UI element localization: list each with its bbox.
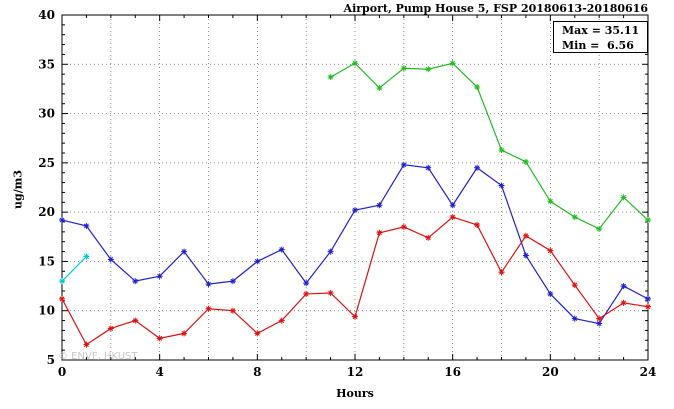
svg-text:15: 15 bbox=[38, 254, 55, 268]
svg-text:10: 10 bbox=[38, 304, 55, 318]
watermark: © ENVF, HKUST bbox=[58, 351, 138, 362]
chart-title: Airport, Pump House 5, FSP 20180613-2018… bbox=[343, 2, 648, 15]
min-value-label: Min = 6.56 bbox=[562, 39, 634, 52]
svg-text:5: 5 bbox=[47, 353, 55, 367]
svg-text:24: 24 bbox=[640, 365, 657, 379]
max-value-label: Max = 35.11 bbox=[562, 24, 640, 37]
svg-text:12: 12 bbox=[347, 365, 364, 379]
y-axis-label: ug/m3 bbox=[11, 170, 25, 209]
svg-text:35: 35 bbox=[38, 57, 55, 71]
max-min-annotation-box: Max = 35.11 Min = 6.56 bbox=[553, 21, 648, 53]
x-axis-label: Hours bbox=[336, 387, 374, 400]
svg-text:30: 30 bbox=[38, 107, 55, 121]
svg-text:20: 20 bbox=[38, 205, 55, 219]
svg-text:40: 40 bbox=[38, 8, 55, 22]
svg-text:8: 8 bbox=[253, 365, 261, 379]
svg-text:20: 20 bbox=[542, 365, 559, 379]
svg-text:4: 4 bbox=[155, 365, 163, 379]
svg-text:0: 0 bbox=[58, 365, 66, 379]
svg-text:16: 16 bbox=[444, 365, 461, 379]
svg-text:25: 25 bbox=[38, 156, 55, 170]
